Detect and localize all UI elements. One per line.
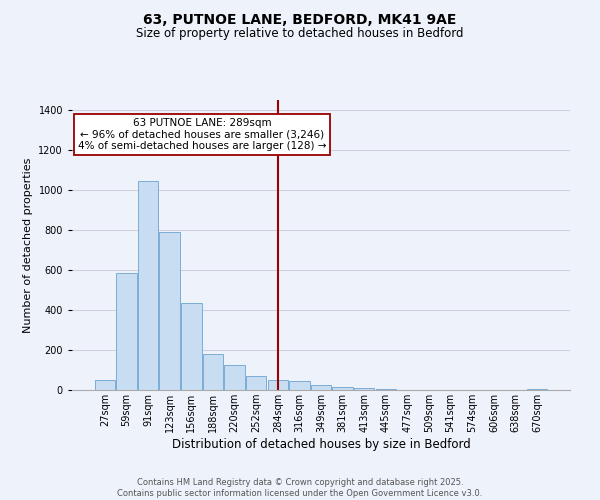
Bar (116, 273, 137, 390)
Y-axis label: Number of detached properties: Number of detached properties (23, 158, 33, 332)
Bar (527, 389, 547, 390)
Bar (376, 389, 396, 390)
Bar (160, 232, 180, 390)
Bar (354, 388, 374, 390)
Bar (332, 387, 353, 390)
Text: Size of property relative to detached houses in Bedford: Size of property relative to detached ho… (136, 28, 464, 40)
Text: 63, PUTNOE LANE, BEDFORD, MK41 9AE: 63, PUTNOE LANE, BEDFORD, MK41 9AE (143, 12, 457, 26)
Bar (246, 376, 266, 390)
Bar (95, 380, 115, 390)
Bar (268, 380, 288, 390)
Bar (181, 303, 202, 390)
Bar (224, 365, 245, 390)
Text: Contains HM Land Registry data © Crown copyright and database right 2025.
Contai: Contains HM Land Registry data © Crown c… (118, 478, 482, 498)
Bar (289, 381, 310, 390)
Bar (138, 181, 158, 390)
Bar (203, 354, 223, 390)
Bar (311, 385, 331, 390)
X-axis label: Distribution of detached houses by size in Bedford: Distribution of detached houses by size … (172, 438, 470, 451)
Text: 63 PUTNOE LANE: 289sqm
← 96% of detached houses are smaller (3,246)
4% of semi-d: 63 PUTNOE LANE: 289sqm ← 96% of detached… (78, 118, 326, 151)
